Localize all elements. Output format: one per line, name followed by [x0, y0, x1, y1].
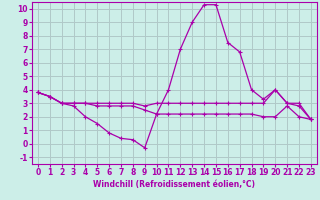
X-axis label: Windchill (Refroidissement éolien,°C): Windchill (Refroidissement éolien,°C): [93, 180, 255, 189]
